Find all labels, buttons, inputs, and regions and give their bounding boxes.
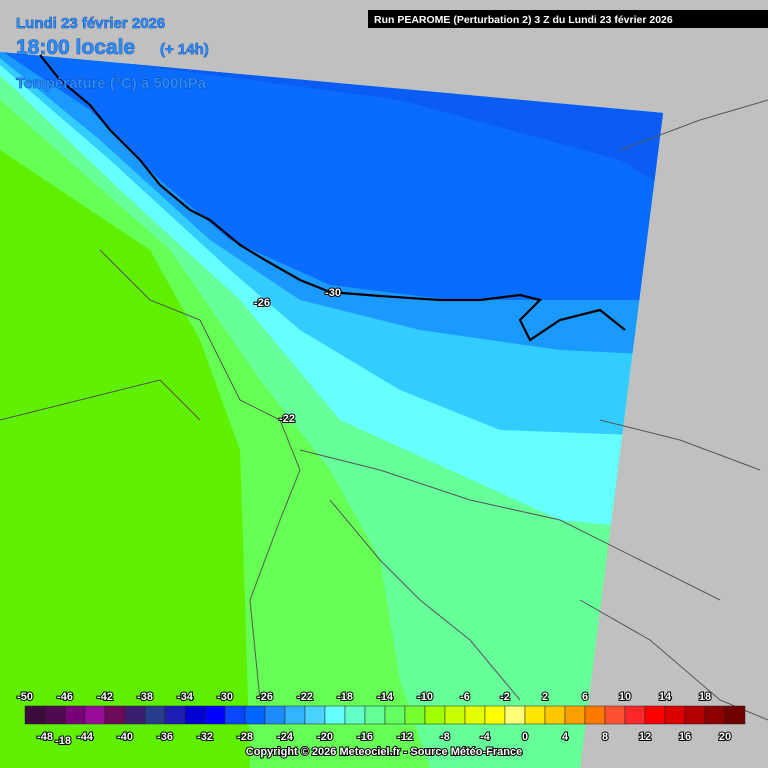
contour-label: -30 — [325, 287, 341, 299]
legend-swatch — [464, 705, 486, 725]
legend-label: -44 — [77, 731, 94, 743]
run-info: Run PEAROME (Perturbation 2) 3 Z du Lund… — [374, 14, 673, 26]
legend-label: -50 — [17, 691, 33, 703]
legend-label: 14 — [659, 691, 672, 703]
legend-swatch — [664, 705, 686, 725]
legend-label: -30 — [217, 691, 233, 703]
legend-label: -22 — [297, 691, 313, 703]
legend-swatch — [384, 705, 406, 725]
legend-label: -10 — [417, 691, 433, 703]
legend-swatch — [244, 705, 266, 725]
legend-label: -14 — [377, 691, 394, 703]
legend-label: 2 — [542, 691, 548, 703]
legend-label: -16 — [357, 731, 373, 743]
legend-swatch — [304, 705, 326, 725]
contour-label: -26 — [254, 297, 270, 309]
lead-time: (+ 14h) — [160, 41, 209, 58]
time: 18:00 locale — [16, 36, 135, 59]
legend-label: -20 — [317, 731, 333, 743]
legend-swatch — [184, 705, 206, 725]
legend-swatch — [284, 705, 306, 725]
legend-swatch — [624, 705, 646, 725]
legend-swatch — [644, 705, 666, 725]
legend-swatch — [144, 705, 166, 725]
legend-swatch — [264, 705, 286, 725]
legend-swatch — [324, 705, 346, 725]
legend-swatch — [564, 705, 586, 725]
legend-swatch — [504, 705, 526, 725]
legend-label: -32 — [197, 731, 213, 743]
legend-label: -40 — [117, 731, 133, 743]
legend-label: -24 — [277, 731, 294, 743]
legend-swatch — [84, 705, 106, 725]
legend-label: -48 — [37, 731, 53, 743]
legend-swatch — [44, 705, 66, 725]
legend-swatch — [704, 705, 726, 725]
legend-swatch — [204, 705, 226, 725]
legend-label: 6 — [582, 691, 588, 703]
legend-swatch — [544, 705, 566, 725]
legend-label: -46 — [57, 691, 73, 703]
copyright: Copyright © 2026 Meteociel.fr - Source M… — [246, 746, 522, 758]
legend-swatch — [444, 705, 466, 725]
legend-label: 4 — [562, 731, 569, 743]
contour-label: -22 — [279, 413, 295, 425]
legend-label: -12 — [397, 731, 413, 743]
legend-label: -28 — [237, 731, 253, 743]
legend-label: -42 — [97, 691, 113, 703]
legend-swatch — [484, 705, 506, 725]
legend-label: 12 — [639, 731, 651, 743]
legend-label: -6 — [460, 691, 470, 703]
legend-label: -18 — [337, 691, 353, 703]
legend-swatch — [24, 705, 46, 725]
legend-swatch — [604, 705, 626, 725]
date: Lundi 23 février 2026 — [16, 15, 165, 32]
legend-swatch — [344, 705, 366, 725]
legend-swatch — [584, 705, 606, 725]
legend-label: 8 — [602, 731, 608, 743]
legend-swatch — [224, 705, 246, 725]
legend-label: -38 — [137, 691, 153, 703]
legend-label: 16 — [679, 731, 691, 743]
contour-minus-30 — [39, 54, 626, 342]
legend-swatch — [424, 705, 446, 725]
legend-label: -2 — [500, 691, 510, 703]
legend-label: -8 — [440, 731, 450, 743]
legend-swatch — [104, 705, 126, 725]
legend-swatch — [164, 705, 186, 725]
run-box — [368, 10, 768, 28]
legend-label: 10 — [619, 691, 631, 703]
contour-label: -18 — [55, 735, 71, 747]
legend-label: 0 — [522, 731, 528, 743]
legend-swatch — [524, 705, 546, 725]
field-name: Température (°C) à 500hPa — [16, 75, 207, 92]
legend-swatch — [364, 705, 386, 725]
legend-swatch — [404, 705, 426, 725]
legend-label: -26 — [257, 691, 273, 703]
legend-swatch — [124, 705, 146, 725]
legend-label: 20 — [719, 731, 731, 743]
legend-label: -34 — [177, 691, 194, 703]
legend-swatch — [64, 705, 86, 725]
legend-swatch — [684, 705, 706, 725]
legend-swatch — [724, 705, 746, 725]
legend-label: -36 — [157, 731, 173, 743]
legend-label: -4 — [480, 731, 491, 743]
legend-label: 18 — [699, 691, 711, 703]
